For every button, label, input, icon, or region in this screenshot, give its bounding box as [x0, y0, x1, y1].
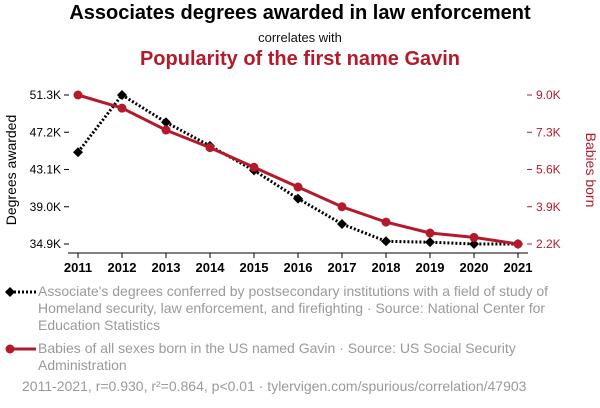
- data-point-gavin: [469, 232, 479, 242]
- legend-item-gavin: Babies of all sexes born in the US named…: [4, 340, 596, 374]
- chart-title-secondary: Popularity of the first name Gavin: [139, 48, 461, 70]
- x-tick-label: 2013: [152, 260, 181, 275]
- chart-connector-text: correlates with: [258, 30, 342, 45]
- right-tick-label: 5.6K: [536, 163, 561, 177]
- data-point-degrees: [161, 117, 171, 128]
- left-tick-label: 51.3K: [30, 88, 61, 102]
- data-point-gavin: [249, 162, 259, 172]
- data-point-degrees: [293, 193, 303, 204]
- legend-item-degrees: Associate's degrees conferred by postsec…: [4, 283, 596, 334]
- data-point-gavin: [161, 125, 171, 135]
- legend-label-gavin: Babies of all sexes born in the US named…: [38, 340, 516, 373]
- data-point-gavin: [337, 202, 347, 212]
- data-point-gavin: [425, 228, 435, 238]
- x-tick-label: 2015: [240, 260, 269, 275]
- legend-swatch-gavin: [5, 344, 36, 354]
- left-tick-label: 34.9K: [30, 237, 61, 251]
- left-tick-label: 43.1K: [30, 163, 61, 177]
- legend-label-degrees: Associate's degrees conferred by postsec…: [38, 283, 549, 333]
- left-tick-label: 39.0K: [30, 200, 61, 214]
- data-point-degrees: [381, 236, 391, 247]
- data-point-degrees: [73, 147, 83, 158]
- x-tick-label: 2017: [328, 260, 357, 275]
- x-tick-label: 2016: [284, 260, 313, 275]
- data-point-degrees: [425, 237, 435, 248]
- data-point-gavin: [73, 90, 83, 100]
- x-tick-label: 2020: [460, 260, 489, 275]
- data-point-gavin: [293, 182, 303, 192]
- x-tick-label: 2014: [196, 260, 226, 275]
- data-point-degrees: [337, 219, 347, 230]
- left-tick-label: 47.2K: [30, 125, 61, 139]
- data-point-degrees: [469, 239, 479, 249]
- x-tick-label: 2011: [64, 260, 92, 275]
- left-axis-label: Degrees awarded: [3, 115, 19, 226]
- data-point-gavin: [381, 217, 391, 227]
- x-tick-label: 2019: [416, 260, 445, 275]
- right-tick-label: 3.9K: [536, 200, 561, 214]
- x-tick-label: 2021: [504, 260, 533, 275]
- x-tick-label: 2018: [372, 260, 401, 275]
- right-tick-label: 2.2K: [536, 237, 561, 251]
- right-tick-label: 9.0K: [536, 88, 561, 102]
- data-point-gavin: [117, 103, 127, 113]
- line-chart: 2011 2012 2013 2014 2015 2016 2017 2018 2019 2020…: [3, 88, 599, 275]
- chart-title: Associates degrees awarded in law enforc…: [69, 2, 531, 24]
- right-axis-label: Babies born: [583, 133, 599, 208]
- data-point-gavin: [513, 239, 523, 249]
- chart-footer: 2011-2021, r=0.930, r²=0.864, p<0.01 · t…: [22, 378, 527, 394]
- series-line-degrees: [76, 93, 518, 246]
- legend-swatch-degrees: [5, 287, 36, 297]
- x-tick-label: 2012: [108, 260, 137, 275]
- right-tick-label: 7.3K: [536, 125, 561, 139]
- series-line-gavin: [77, 93, 519, 246]
- data-point-degrees: [117, 90, 127, 100]
- data-point-gavin: [205, 143, 215, 153]
